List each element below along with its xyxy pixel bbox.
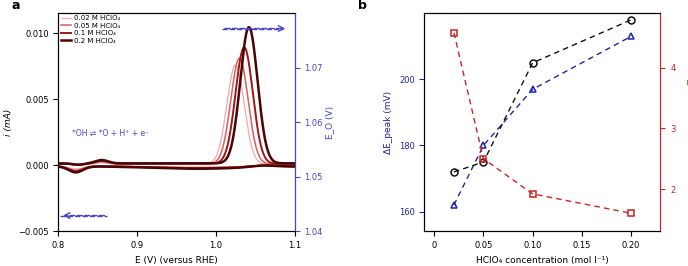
0.1 M HClO₄ — [261, 156, 269, 159]
0.1 M HClO₄ — [294, 162, 303, 165]
0.1 M HClO₄ — [206, 162, 215, 165]
Line: 0.05 M HClO₄: 0.05 M HClO₄ — [54, 58, 299, 165]
0.02 M HClO₄ — [50, 163, 58, 166]
0.2 M HClO₄ — [245, 26, 253, 29]
Line: 0.02 M HClO₄: 0.02 M HClO₄ — [54, 65, 299, 165]
Y-axis label: E_O (V): E_O (V) — [325, 106, 334, 139]
0.02 M HClO₄ — [199, 163, 207, 166]
0.2 M HClO₄ — [74, 163, 82, 166]
0.1 M HClO₄ — [193, 162, 201, 165]
0.2 M HClO₄ — [65, 162, 74, 165]
Line: 0.1 M HClO₄: 0.1 M HClO₄ — [54, 47, 299, 165]
0.02 M HClO₄ — [231, 64, 239, 67]
Text: *OH ⇌ *O + H⁺ + e⁻: *OH ⇌ *O + H⁺ + e⁻ — [72, 129, 149, 138]
0.02 M HClO₄ — [261, 163, 269, 166]
0.2 M HClO₄ — [193, 162, 201, 165]
0.2 M HClO₄ — [199, 162, 207, 165]
0.02 M HClO₄ — [236, 77, 244, 80]
0.2 M HClO₄ — [206, 162, 215, 165]
Line: 0.2 M HClO₄: 0.2 M HClO₄ — [54, 27, 299, 165]
0.02 M HClO₄ — [206, 161, 215, 164]
0.02 M HClO₄ — [65, 163, 74, 166]
0.2 M HClO₄ — [261, 139, 269, 142]
0.1 M HClO₄ — [74, 163, 82, 166]
0.05 M HClO₄ — [199, 162, 207, 165]
0.1 M HClO₄ — [236, 59, 244, 63]
0.05 M HClO₄ — [261, 161, 269, 164]
X-axis label: E (V) (versus RHE): E (V) (versus RHE) — [135, 256, 218, 265]
0.05 M HClO₄ — [206, 162, 215, 165]
0.05 M HClO₄ — [236, 57, 244, 60]
Y-axis label: j_k at 0.9 V (mA cm⁻²): j_k at 0.9 V (mA cm⁻²) — [686, 78, 688, 167]
0.05 M HClO₄ — [74, 163, 82, 167]
X-axis label: HClO₄ concentration (mol l⁻¹): HClO₄ concentration (mol l⁻¹) — [476, 256, 609, 265]
0.05 M HClO₄ — [193, 162, 201, 165]
0.02 M HClO₄ — [193, 163, 201, 166]
0.05 M HClO₄ — [294, 162, 303, 165]
Legend: 0.02 M HClO₄, 0.05 M HClO₄, 0.1 M HClO₄, 0.2 M HClO₄: 0.02 M HClO₄, 0.05 M HClO₄, 0.1 M HClO₄,… — [61, 15, 120, 44]
0.05 M HClO₄ — [65, 163, 74, 166]
0.02 M HClO₄ — [74, 163, 82, 167]
0.2 M HClO₄ — [294, 162, 303, 165]
0.1 M HClO₄ — [65, 162, 74, 165]
0.05 M HClO₄ — [235, 57, 244, 60]
Y-axis label: i (mA): i (mA) — [3, 109, 12, 136]
0.2 M HClO₄ — [236, 83, 244, 86]
Text: b: b — [358, 0, 367, 12]
0.1 M HClO₄ — [240, 46, 248, 49]
Y-axis label: ΔE_peak (mV): ΔE_peak (mV) — [385, 91, 394, 154]
0.1 M HClO₄ — [199, 162, 207, 165]
0.1 M HClO₄ — [50, 162, 58, 165]
Text: a: a — [11, 0, 20, 12]
0.05 M HClO₄ — [50, 162, 58, 165]
0.02 M HClO₄ — [294, 163, 303, 166]
0.2 M HClO₄ — [50, 162, 58, 165]
